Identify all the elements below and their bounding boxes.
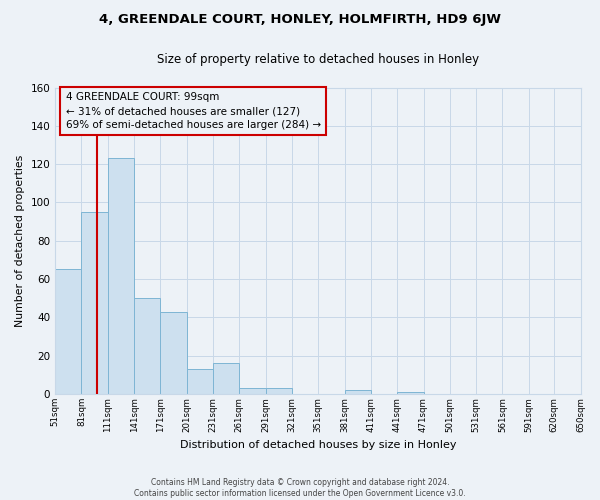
Bar [239,388,266,394]
Bar [134,298,160,394]
Bar [213,364,239,394]
Bar [108,158,134,394]
X-axis label: Distribution of detached houses by size in Honley: Distribution of detached houses by size … [179,440,456,450]
Bar [397,392,424,394]
Bar [55,270,82,394]
Bar [266,388,292,394]
Text: Contains HM Land Registry data © Crown copyright and database right 2024.
Contai: Contains HM Land Registry data © Crown c… [134,478,466,498]
Title: Size of property relative to detached houses in Honley: Size of property relative to detached ho… [157,52,479,66]
Y-axis label: Number of detached properties: Number of detached properties [15,154,25,327]
Bar [82,212,108,394]
Text: 4, GREENDALE COURT, HONLEY, HOLMFIRTH, HD9 6JW: 4, GREENDALE COURT, HONLEY, HOLMFIRTH, H… [99,12,501,26]
Text: 4 GREENDALE COURT: 99sqm
← 31% of detached houses are smaller (127)
69% of semi-: 4 GREENDALE COURT: 99sqm ← 31% of detach… [65,92,321,130]
Bar [187,369,213,394]
Bar [160,312,187,394]
Bar [344,390,371,394]
